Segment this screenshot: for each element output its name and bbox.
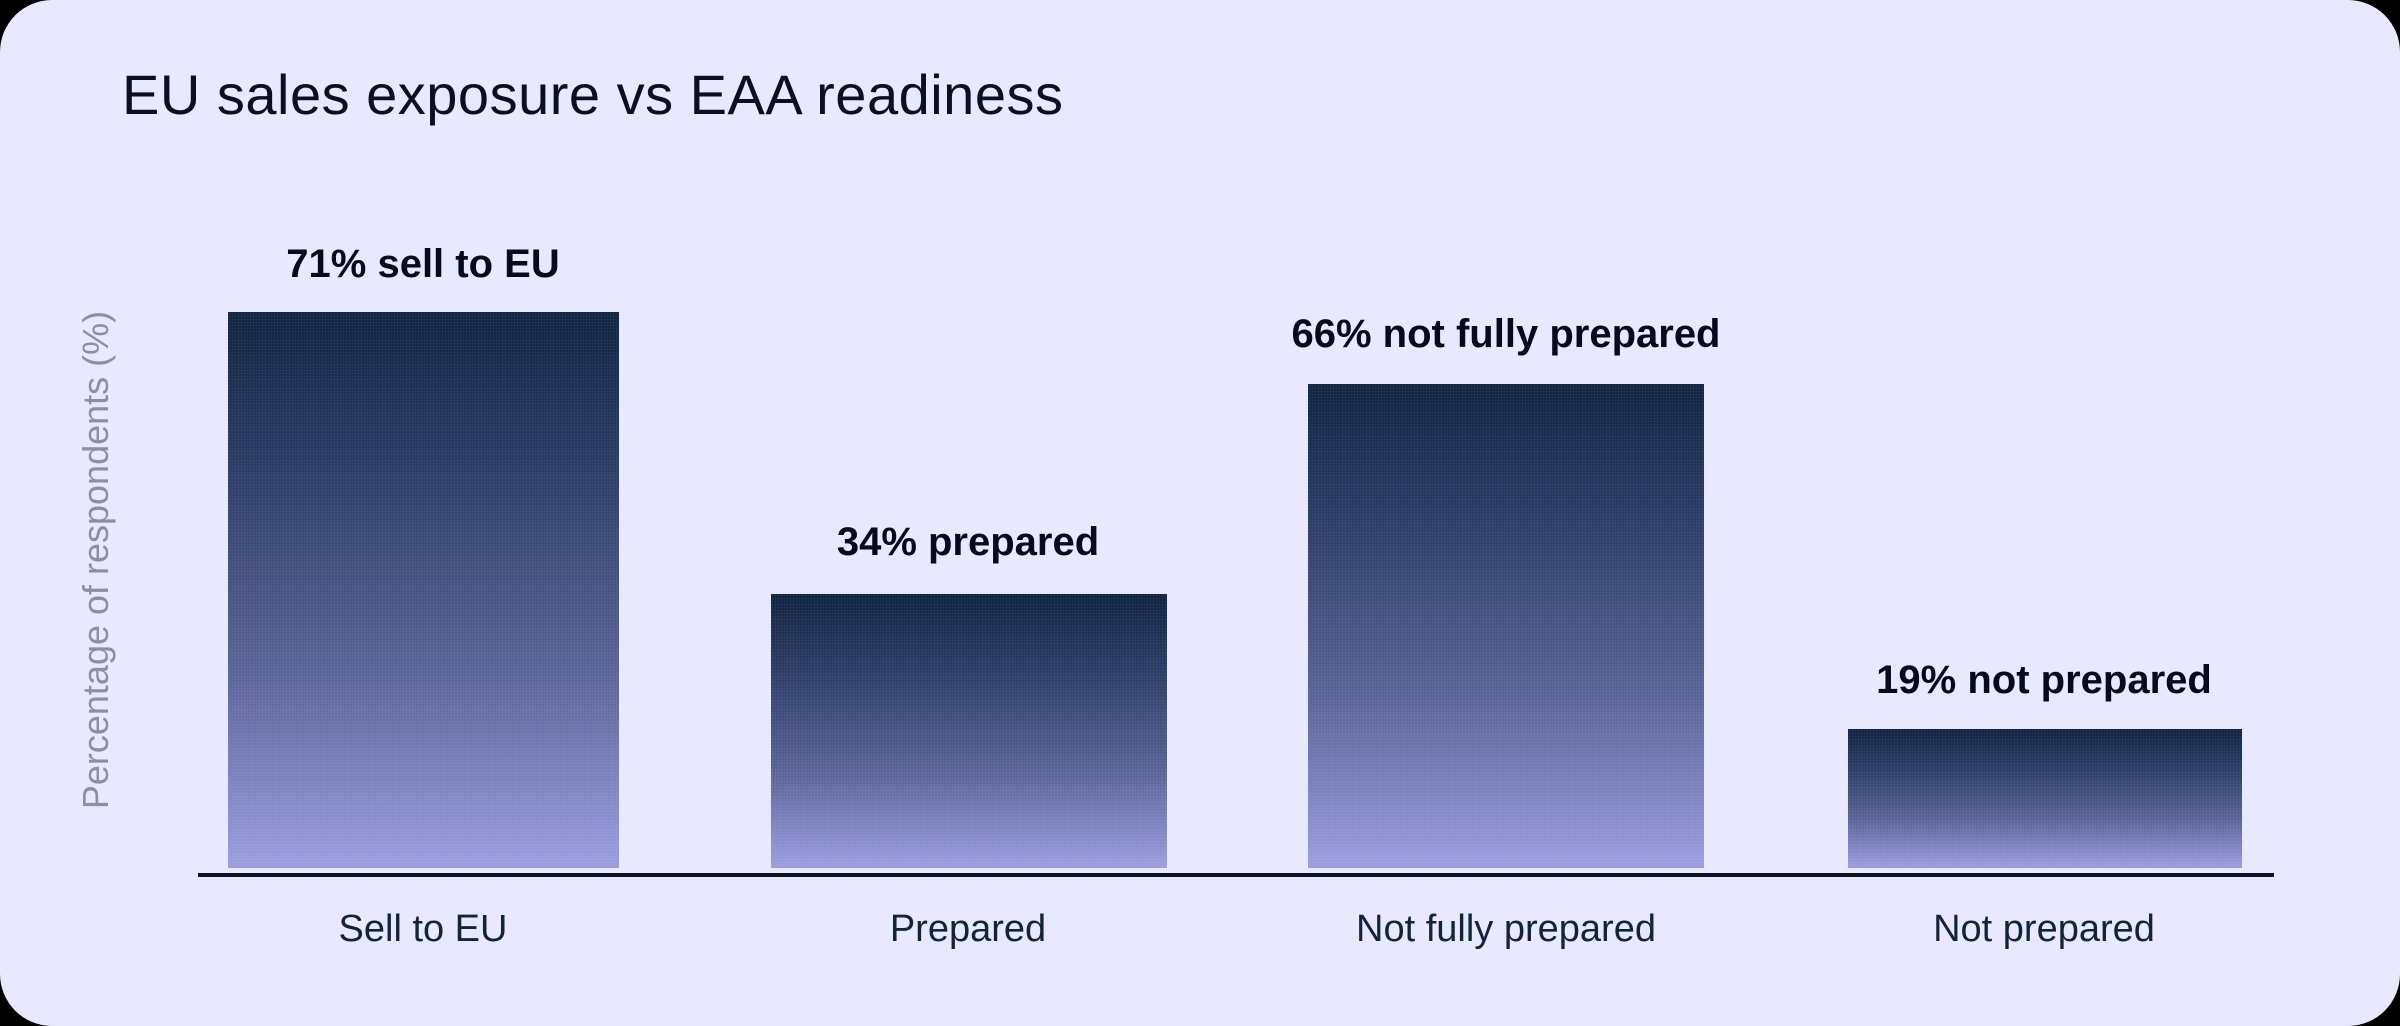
x-tick-prepared: Prepared [889,908,1047,950]
bar-prepared [771,594,1167,868]
bar-sell-to-eu [228,312,619,868]
x-tick-not-prepared: Not prepared [1933,908,2155,950]
bar-not-prepared [1848,729,2242,868]
data-label-not-fully-prepared: 66% not fully prepared [1291,312,1721,356]
data-label-sell-to-eu: 71% sell to EU [286,242,560,286]
data-label-not-prepared: 19% not prepared [1876,658,2212,702]
data-label-prepared: 34% prepared [836,520,1100,564]
chart-title: EU sales exposure vs EAA readiness [122,63,1064,126]
x-tick-sell-to-eu: Sell to EU [338,908,508,950]
y-axis-label: Percentage of respondents (%) [75,310,116,810]
x-tick-not-fully-prepared: Not fully prepared [1356,908,1656,950]
bar-not-fully-prepared [1308,384,1704,868]
x-axis-baseline [198,873,2274,877]
